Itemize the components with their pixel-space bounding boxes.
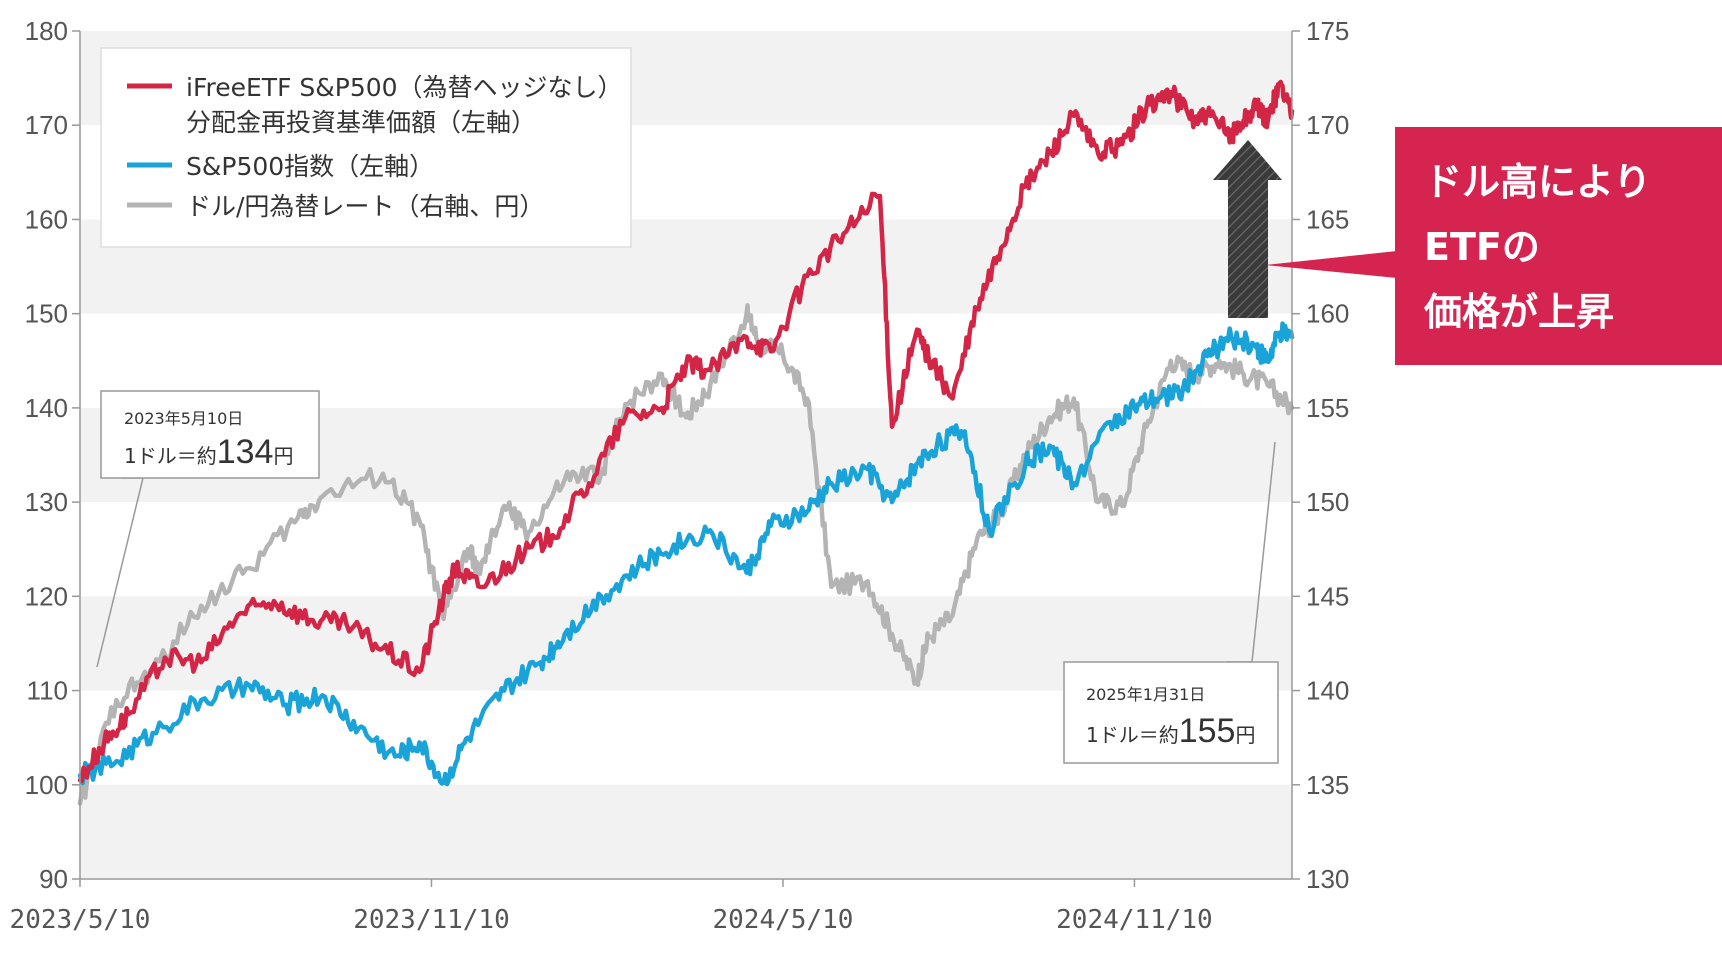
left-tick-label-160: 160 xyxy=(25,204,68,234)
right-axis-ticks: 130 135 140 145 150 155 160 165 170 175 xyxy=(1292,16,1349,894)
callout-start-date: 2023年5月10日 xyxy=(124,409,243,428)
callout-end-unit: 円 xyxy=(1235,723,1255,747)
right-tick-label-175: 175 xyxy=(1306,16,1349,46)
callout-start-value: 134 xyxy=(217,433,274,471)
right-tick-label-160: 160 xyxy=(1306,299,1349,329)
right-tick-label-150: 150 xyxy=(1306,487,1349,517)
right-tick-label-140: 140 xyxy=(1306,676,1349,706)
left-tick-label-110: 110 xyxy=(27,676,68,706)
legend-label-etf-line2: 分配金再投資基準価額（左軸） xyxy=(186,108,536,137)
x-tick-label-2: 2024/5/10 xyxy=(713,905,854,935)
left-tick-label-100: 100 xyxy=(25,770,68,800)
banner-pointer xyxy=(1265,251,1397,278)
banner-line-2: ETFの xyxy=(1424,225,1540,269)
callout-end: 2025年1月31日 1ドル＝約155円 xyxy=(1063,441,1279,764)
callout-start-box xyxy=(100,390,320,479)
right-tick-label-170: 170 xyxy=(1306,110,1349,140)
right-tick-label-145: 145 xyxy=(1306,581,1349,611)
right-tick-label-155: 155 xyxy=(1306,393,1349,423)
left-tick-label-170: 170 xyxy=(25,110,68,140)
left-tick-label-180: 180 xyxy=(25,16,68,46)
band-90 xyxy=(80,784,1292,879)
highlight-banner: ドル高により ETFの 価格が上昇 xyxy=(1265,127,1722,365)
legend-box xyxy=(100,47,632,248)
right-tick-label-165: 165 xyxy=(1306,204,1349,234)
series-line-etf xyxy=(77,79,1295,784)
series-line-sp500 xyxy=(77,321,1295,787)
series-line-usdjpy xyxy=(77,303,1295,806)
x-tick-label-3: 2024/11/10 xyxy=(1056,905,1213,935)
legend-label-usdjpy: ドル/円為替レート（右軸、円） xyxy=(186,192,544,221)
left-tick-label-140: 140 xyxy=(25,393,68,423)
left-axis-ticks: 90 100 110 120 130 140 150 160 170 180 xyxy=(25,16,80,894)
left-tick-label-150: 150 xyxy=(25,299,68,329)
banner-line-1: ドル高により xyxy=(1424,160,1651,204)
legend-label-etf: iFreeETF S&P500（為替ヘッジなし） xyxy=(186,73,623,102)
left-tick-label-90: 90 xyxy=(39,864,68,894)
banner-line-3: 価格が上昇 xyxy=(1423,290,1614,334)
callout-end-prefix: 1ドル＝約 xyxy=(1086,723,1179,747)
callout-start-unit: 円 xyxy=(273,444,293,468)
up-arrow-icon xyxy=(1213,140,1282,318)
callout-start-prefix: 1ドル＝約 xyxy=(124,444,217,468)
callout-end-date: 2025年1月31日 xyxy=(1086,685,1205,704)
series-layer xyxy=(77,79,1295,806)
callout-start: 2023年5月10日 1ドル＝約134円 xyxy=(96,390,320,668)
callout-end-box xyxy=(1063,661,1279,764)
callout-end-rate: 1ドル＝約155円 xyxy=(1086,712,1255,750)
banner-box xyxy=(1395,127,1722,365)
right-tick-label-130: 130 xyxy=(1306,864,1349,894)
callout-start-rate: 1ドル＝約134円 xyxy=(124,433,293,471)
axes xyxy=(79,31,1293,880)
x-tick-label-0: 2023/5/10 xyxy=(10,905,151,935)
x-tick-label-1: 2023/11/10 xyxy=(353,905,510,935)
left-tick-label-130: 130 xyxy=(25,487,68,517)
legend: iFreeETF S&P500（為替ヘッジなし） 分配金再投資基準価額（左軸） … xyxy=(100,47,632,248)
right-tick-label-135: 135 xyxy=(1306,770,1349,800)
left-tick-label-120: 120 xyxy=(25,581,68,611)
callout-end-value: 155 xyxy=(1179,712,1236,750)
x-axis-ticks: 2023/5/10 2023/11/10 2024/5/10 2024/11/10 xyxy=(10,879,1213,935)
legend-label-sp500: S&P500指数（左軸） xyxy=(186,152,434,181)
